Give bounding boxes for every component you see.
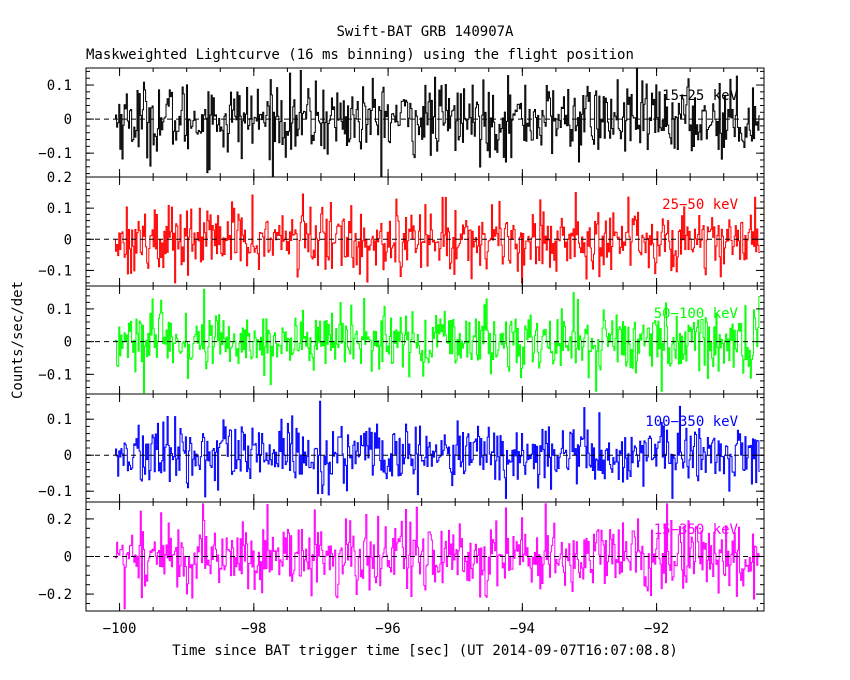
y-tick-label-3-1: 0.1 [47,302,72,318]
y-tick-label-3-3: −0.1 [38,367,72,383]
y-tick-label-2-2: 0.1 [47,201,72,217]
x-tick-label-1: −100 [103,621,137,637]
x-tick-label-3: −96 [375,621,400,637]
x-tick-label-2: −98 [241,621,266,637]
y-tick-label-2-4: −0.1 [38,263,72,279]
series-line-5 [115,503,760,610]
chart-title: Swift-BAT GRB 140907A [336,24,514,40]
panels-group: 0.1 0 −0.1 15−25 keV 0.2 0.1 0 −0.1 25−50 keV 0.1… [38,67,765,637]
y-tick-label-1-1: 0.1 [47,78,72,94]
series-line-1 [115,67,760,178]
y-tick-label-2-3: 0 [64,232,72,248]
band-label-4: 100−350 keV [645,414,738,430]
y-tick-label-4-3: −0.1 [38,484,72,500]
chart-subtitle: Maskweighted Lightcurve (16 ms binning) … [86,47,634,63]
y-tick-label-5-2: 0 [64,550,72,566]
x-tick-label-5: −92 [644,621,669,637]
y-tick-label-2-1: 0.2 [47,170,72,186]
y-tick-label-4-2: 0 [64,448,72,464]
y-tick-label-5-1: 0.2 [47,512,72,528]
y-tick-label-1-2: 0 [64,112,72,128]
x-tick-label-4: −94 [510,621,535,637]
band-label-2: 25−50 keV [662,197,738,213]
band-label-3: 50−100 keV [654,306,739,322]
series-line-3 [115,288,760,394]
y-tick-label-1-3: −0.1 [38,146,72,162]
y-tick-label-5-3: −0.2 [38,587,72,603]
band-label-5: 15−350 keV [654,522,739,538]
band-label-1: 15−25 keV [662,88,738,104]
x-axis-label: Time since BAT trigger time [sec] (UT 20… [172,643,678,659]
series-line-4 [115,400,760,499]
y-axis-label: Counts/sec/det [10,281,26,399]
y-tick-label-4-1: 0.1 [47,412,72,428]
series-line-2 [115,191,760,284]
y-tick-label-3-2: 0 [64,335,72,351]
